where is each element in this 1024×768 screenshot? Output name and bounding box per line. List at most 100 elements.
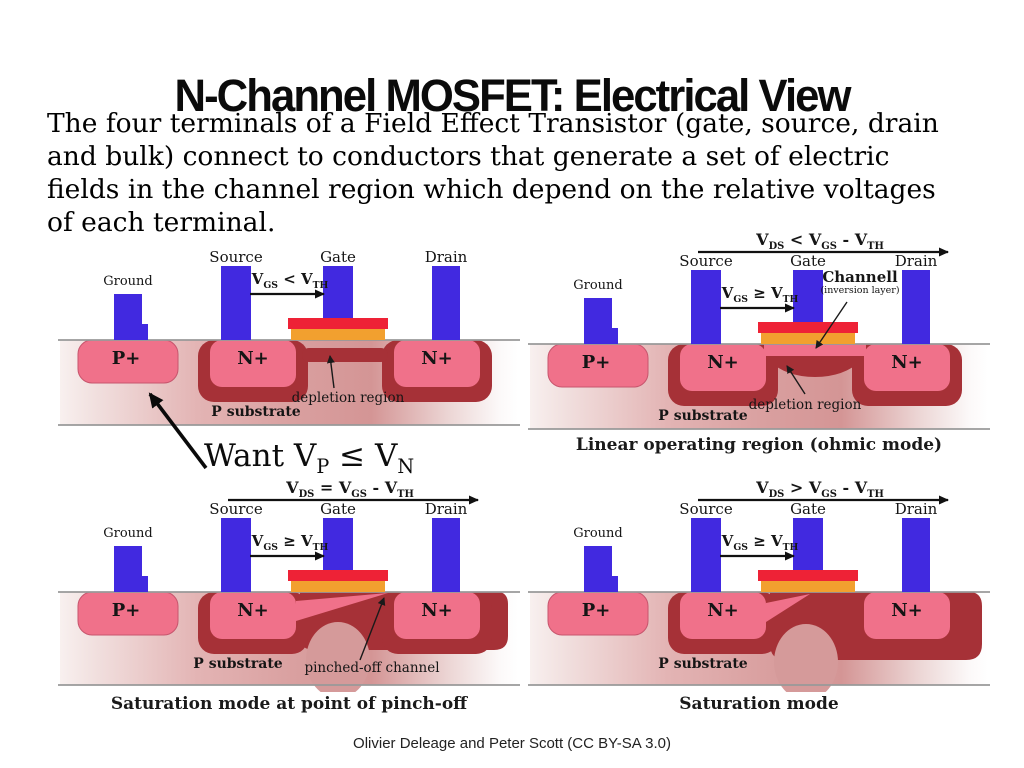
ground-label: Ground	[573, 526, 623, 541]
n-plus-drain-region	[394, 340, 480, 387]
ground-terminal-bar	[114, 294, 142, 340]
pinched-channel-wedge	[296, 593, 388, 621]
ground-label: Ground	[103, 526, 153, 541]
n-plus-drain-region	[394, 592, 480, 639]
channel-label-text: Channell	[822, 268, 898, 286]
ground-terminal-bar	[584, 546, 612, 592]
gate-metal-layer	[758, 322, 858, 333]
pinchoff-pointer-arrow	[359, 597, 386, 661]
drain-terminal-bar	[432, 518, 460, 592]
credit-line: Olivier Deleage and Peter Scott (CC BY-S…	[353, 735, 671, 752]
n-plus-source-region	[210, 340, 296, 387]
source-terminal-bar	[691, 518, 721, 592]
want-vp-annotation: Want VP ≤ VN	[204, 438, 415, 479]
vgs-formula: VGS ≥ VTH	[721, 284, 799, 305]
p-plus-label: P+	[581, 352, 611, 373]
p-plus-label: P+	[581, 600, 611, 621]
panel-caption: Saturation mode	[679, 694, 839, 714]
p-plus-label: P+	[111, 348, 141, 369]
vgs-formula: VGS ≥ VTH	[721, 532, 799, 553]
vds-formula: VDS < VGS - VTH	[756, 230, 884, 253]
panel-caption: Linear operating region (ohmic mode)	[575, 435, 943, 455]
vgs-formula: VGS < VTH	[251, 270, 329, 291]
source-terminal-bar	[221, 518, 251, 592]
n-plus-source-label: N+	[707, 600, 739, 621]
source-label: Source	[679, 500, 733, 518]
ground-terminal-bar	[114, 546, 142, 592]
gate-metal-layer	[288, 318, 388, 329]
body-line: of each terminal.	[47, 206, 276, 238]
n-plus-drain-label: N+	[421, 348, 453, 369]
channel-pointer-arrow	[815, 301, 848, 349]
p-substrate-label: P substrate	[658, 408, 748, 424]
body-line: and bulk) connect to conductors that gen…	[47, 140, 890, 172]
pinched-off-channel-label: pinched-off channel	[304, 660, 440, 676]
n-plus-drain-label: N+	[421, 600, 453, 621]
ground-terminal-notch	[142, 324, 148, 340]
n-plus-drain-region	[864, 344, 950, 391]
vds-formula: VDS > VGS - VTH	[756, 478, 884, 501]
gate-terminal-bar	[793, 270, 823, 322]
body-line: fields in the channel region which depen…	[47, 173, 936, 205]
drain-terminal-bar	[432, 266, 460, 340]
source-terminal-bar	[221, 266, 251, 340]
vgs-formula: VGS ≥ VTH	[251, 532, 329, 553]
panel-caption: Saturation mode at point of pinch-off	[110, 694, 468, 714]
source-label: Source	[679, 252, 733, 270]
drain-label: Drain	[894, 500, 938, 518]
drain-terminal-bar	[902, 518, 930, 592]
drain-label: Drain	[424, 248, 468, 266]
depletion-pointer-arrow	[326, 355, 335, 389]
source-label: Source	[209, 248, 263, 266]
source-label: Source	[209, 500, 263, 518]
gate-metal-layer	[758, 570, 858, 581]
body-line: The four terminals of a Field Effect Tra…	[47, 108, 939, 139]
gate-oxide-layer	[761, 333, 855, 344]
n-plus-source-label: N+	[707, 352, 739, 373]
gate-label: Gate	[790, 500, 826, 518]
p-plus-label: P+	[111, 600, 141, 621]
n-plus-source-region	[680, 592, 766, 639]
pinchoff-diagram	[58, 495, 520, 692]
slide-title: N-Channel MOSFET: Electrical View	[174, 70, 852, 122]
substrate-bump	[774, 624, 838, 692]
gate-label: Gate	[790, 252, 826, 270]
panel-linear: VDS < VGS - VTH Source Gate Drain Ground…	[528, 230, 990, 465]
linear-diagram	[528, 247, 990, 430]
ground-terminal-notch	[612, 576, 618, 592]
p-substrate-label: P substrate	[211, 404, 301, 420]
p-substrate-label: P substrate	[658, 656, 748, 672]
depletion-region-label: depletion region	[748, 397, 862, 413]
n-plus-source-region	[210, 592, 296, 639]
gate-terminal-bar	[323, 266, 353, 318]
substrate-bump	[306, 622, 370, 692]
ground-terminal-notch	[142, 576, 148, 592]
gate-oxide-layer	[761, 581, 855, 592]
drain-label: Drain	[894, 252, 938, 270]
n-plus-source-region	[680, 344, 766, 391]
gate-metal-layer	[288, 570, 388, 581]
gate-terminal-bar	[793, 518, 823, 570]
depletion-region-shape	[302, 348, 388, 362]
source-terminal-bar	[691, 270, 721, 344]
gate-label: Gate	[320, 500, 356, 518]
pinched-channel-wedge	[766, 594, 810, 622]
body-text: The four terminals of a Field Effect Tra…	[47, 108, 997, 239]
drain-label: Drain	[424, 500, 468, 518]
n-plus-drain-label: N+	[891, 600, 923, 621]
depletion-region-label: depletion region	[291, 390, 405, 406]
gate-oxide-layer	[291, 581, 385, 592]
n-plus-drain-label: N+	[891, 352, 923, 373]
panel-pinchoff: VDS = VGS - VTH Source Gate Drain Ground…	[58, 478, 520, 728]
want-annotation-arrow	[148, 392, 208, 470]
p-substrate-label: P substrate	[193, 656, 283, 672]
vds-formula: VDS = VGS - VTH	[286, 478, 414, 501]
gate-terminal-bar	[323, 518, 353, 570]
n-plus-source-label: N+	[237, 348, 269, 369]
panel-saturation: VDS > VGS - VTH Source Gate Drain Ground…	[528, 478, 990, 728]
ground-label: Ground	[103, 274, 153, 289]
drain-terminal-bar	[902, 270, 930, 344]
channel-label: Channell (inversion layer)	[820, 268, 899, 296]
panel-cutoff: Source Gate Drain Ground VGS < VTH P+ N+…	[58, 226, 520, 461]
